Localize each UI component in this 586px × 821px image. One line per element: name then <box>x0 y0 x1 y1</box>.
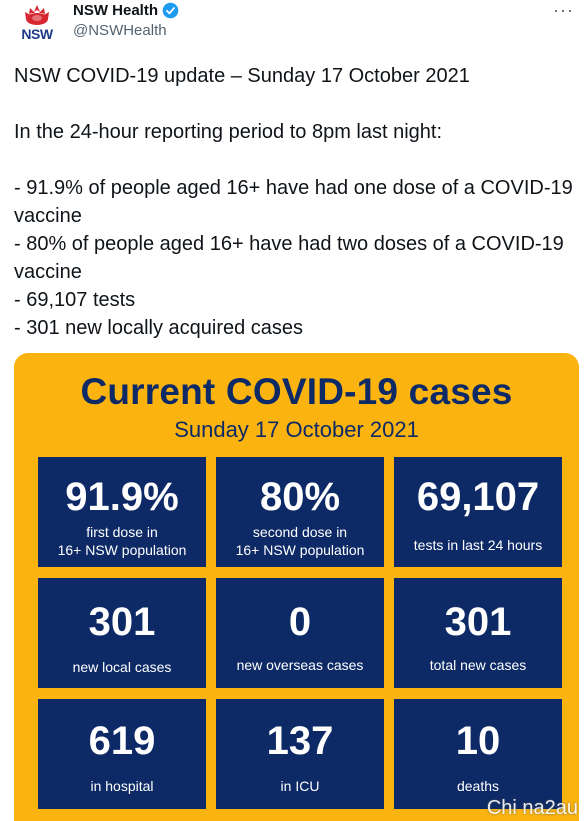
tweet-spacer <box>14 146 574 174</box>
tweet-header: NSW NSW Health @NSWHealth ··· <box>0 0 586 52</box>
stat-label: new local cases <box>72 659 172 675</box>
stat-label: 16+ NSW population <box>57 542 187 558</box>
stat-value: 619 <box>88 719 156 763</box>
stat-tile-overseas-cases: 0 new overseas cases <box>216 578 384 688</box>
stat-value: 301 <box>444 600 512 644</box>
stat-label: tests in last 24 hours <box>413 537 543 553</box>
stat-tile-tests: 69,107 tests in last 24 hours <box>394 457 562 567</box>
tweet-text: NSW COVID-19 update – Sunday 17 October … <box>14 62 574 342</box>
stat-value: 0 <box>288 600 312 644</box>
stat-label: 16+ NSW population <box>235 542 365 558</box>
stat-label: second dose in <box>252 524 348 540</box>
stat-value: 80% <box>259 475 341 519</box>
verified-badge-icon <box>162 2 179 19</box>
waratah-flower-icon <box>25 5 49 25</box>
display-name[interactable]: NSW Health <box>73 2 159 19</box>
stat-label: new overseas cases <box>236 657 364 673</box>
account-handle[interactable]: @NSWHealth <box>73 22 167 39</box>
stat-tile-second-dose: 80% second dose in 16+ NSW population <box>216 457 384 567</box>
tweet-line: NSW COVID-19 update – Sunday 17 October … <box>14 65 470 87</box>
stat-tile-first-dose: 91.9% first dose in 16+ NSW population <box>38 457 206 567</box>
tweet-line: - 69,107 tests <box>14 289 136 311</box>
stat-tile-deaths: 10 deaths <box>394 699 562 809</box>
tweet-line: - 91.9% of people aged 16+ have had one … <box>14 177 573 227</box>
stat-tile-icu: 137 in ICU <box>216 699 384 809</box>
stat-label: deaths <box>456 778 500 794</box>
covid-stats-image[interactable]: Current COVID-19 cases Sunday 17 October… <box>14 353 579 821</box>
account-name-row[interactable]: NSW Health <box>73 2 179 19</box>
stat-value: 91.9% <box>65 475 179 519</box>
tweet-line: - 80% of people aged 16+ have had two do… <box>14 233 564 283</box>
stat-label: total new cases <box>429 657 527 673</box>
tweet-line: In the 24-hour reporting period to 8pm l… <box>14 121 443 143</box>
stat-label: in hospital <box>90 778 154 794</box>
stat-label: first dose in <box>86 524 158 540</box>
stat-value: 10 <box>455 719 501 763</box>
tweet-spacer <box>14 90 574 118</box>
stat-value: 137 <box>266 719 334 763</box>
stat-value: 69,107 <box>416 475 540 519</box>
nsw-health-logo[interactable]: NSW <box>14 4 60 44</box>
stat-tile-hospital: 619 in hospital <box>38 699 206 809</box>
card-title: Current COVID-19 cases <box>80 371 513 412</box>
card-date: Sunday 17 October 2021 <box>174 417 419 442</box>
tweet-line: - 301 new locally acquired cases <box>14 317 304 339</box>
stat-tile-local-cases: 301 new local cases <box>38 578 206 688</box>
stat-value: 301 <box>88 600 156 644</box>
watermark-text: Chi na2au <box>486 797 578 819</box>
logo-text: NSW <box>21 26 53 42</box>
stat-tile-total-cases: 301 total new cases <box>394 578 562 688</box>
more-options-icon[interactable]: ··· <box>553 0 574 20</box>
stat-label: in ICU <box>280 778 320 794</box>
